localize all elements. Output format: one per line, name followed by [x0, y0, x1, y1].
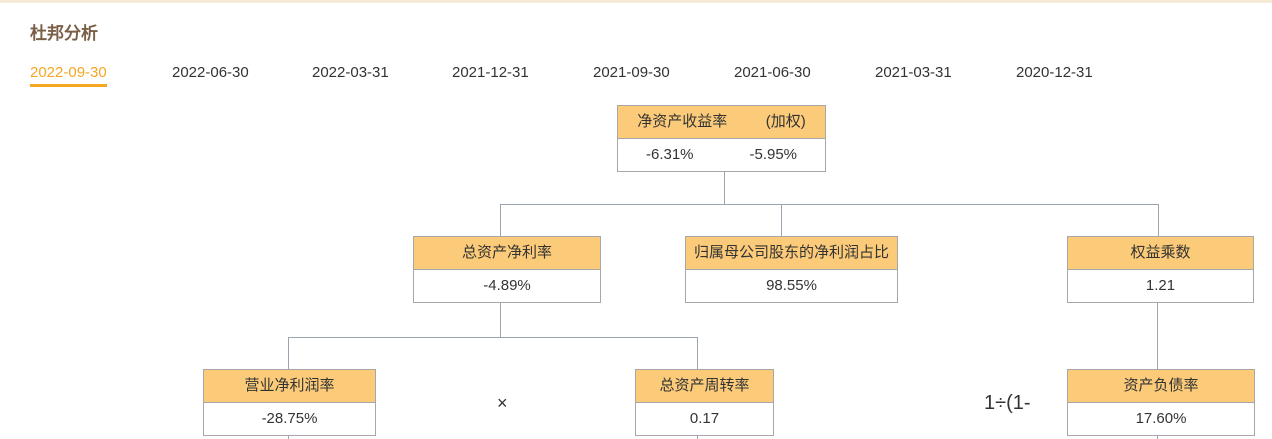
connector: [1157, 302, 1158, 369]
asset-turnover-label: 总资产周转率: [636, 370, 773, 403]
connector: [724, 171, 725, 204]
roe-box: 净资产收益率 (加权) -6.31% -5.95%: [617, 105, 826, 172]
connector: [697, 337, 698, 369]
tab-date[interactable]: 2022-03-31: [312, 64, 389, 81]
roa-value: -4.89%: [483, 277, 531, 294]
connector: [288, 337, 698, 338]
roa-box: 总资产净利率 -4.89%: [413, 236, 601, 303]
tab-date[interactable]: 2021-12-31: [452, 64, 529, 81]
tab-date[interactable]: 2021-06-30: [734, 64, 811, 81]
connector: [697, 435, 698, 439]
connector: [1158, 204, 1159, 236]
net-margin-value: -28.75%: [261, 410, 318, 427]
top-border: [0, 0, 1272, 3]
connector: [500, 302, 501, 337]
roe-weighted-label: (加权): [765, 113, 806, 130]
inverse-operator: 1÷(1-: [984, 392, 1031, 414]
tab-date[interactable]: 2021-03-31: [875, 64, 952, 81]
parent-share-value: 98.55%: [766, 277, 817, 294]
roe-value: -6.31%: [645, 146, 694, 163]
tab-date[interactable]: 2021-09-30: [593, 64, 670, 81]
tab-date[interactable]: 2022-09-30: [30, 64, 107, 87]
asset-turnover-box: 总资产周转率 0.17: [635, 369, 774, 436]
net-margin-label: 营业净利润率: [204, 370, 375, 403]
debt-ratio-value: 17.60%: [1135, 410, 1187, 427]
asset-turnover-value: 0.17: [689, 410, 720, 427]
connector: [1157, 435, 1158, 439]
multiply-operator: ×: [497, 393, 508, 413]
parent-share-label: 归属母公司股东的净利润占比: [686, 237, 897, 270]
debt-ratio-label: 资产负债率: [1068, 370, 1254, 403]
connector: [781, 204, 782, 236]
tab-date[interactable]: 2020-12-31: [1016, 64, 1093, 81]
debt-ratio-box: 资产负债率 17.60%: [1067, 369, 1255, 436]
equity-multiplier-value: 1.21: [1145, 277, 1176, 294]
equity-multiplier-label: 权益乘数: [1068, 237, 1253, 270]
connector: [500, 204, 501, 236]
section-title: 杜邦分析: [30, 24, 98, 44]
roa-label: 总资产净利率: [414, 237, 600, 270]
connector: [288, 435, 289, 439]
equity-multiplier-box: 权益乘数 1.21: [1067, 236, 1254, 303]
roe-label: 净资产收益率: [637, 113, 728, 130]
connector: [288, 337, 289, 369]
roe-weighted-value: -5.95%: [749, 146, 798, 163]
parent-share-box: 归属母公司股东的净利润占比 98.55%: [685, 236, 898, 303]
connector: [500, 204, 1158, 205]
tab-date[interactable]: 2022-06-30: [172, 64, 249, 81]
net-margin-box: 营业净利润率 -28.75%: [203, 369, 376, 436]
